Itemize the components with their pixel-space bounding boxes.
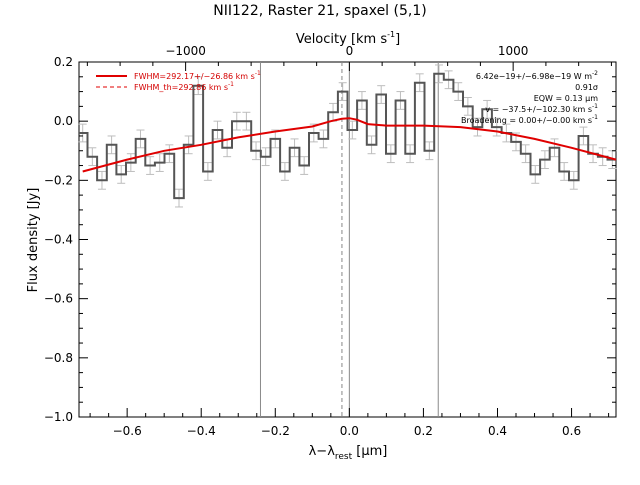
legend: FWHM=292.17+/−26.86 km s-1 FWHM_th=292.8… [96, 70, 261, 92]
y-tick-label: −0.2 [44, 173, 73, 187]
top-tick-label: 1000 [498, 44, 529, 58]
data-histogram [79, 72, 616, 200]
top-tick-label: 0 [346, 44, 354, 58]
annotation-broadening: Broadening = 0.00+/−0.00 km s-1 [461, 114, 598, 125]
chart-title: NII122, Raster 21, spaxel (5,1) [213, 3, 426, 19]
annotation-flux: 6.42e−19+/−6.98e−19 W m-2 [476, 70, 598, 81]
top-axis-label: Velocity [km s-1] [296, 30, 400, 47]
x-tick-label: 0.2 [414, 424, 433, 438]
x-tick-label: 0.6 [562, 424, 581, 438]
y-tick-label: 0.2 [54, 55, 73, 69]
x-axis-label: λ−λrest [μm] [309, 444, 388, 462]
y-axis-label: Flux density [Jy] [26, 188, 41, 293]
x-tick-label: 0.0 [340, 424, 359, 438]
x-tick-label: −0.2 [261, 424, 290, 438]
x-tick-label: 0.4 [488, 424, 507, 438]
y-tick-label: −0.8 [44, 351, 73, 365]
annotation-sigma: 0.91σ [575, 83, 598, 92]
annotation-velocity: v = −37.5+/−102.30 km s-1 [485, 103, 598, 114]
annotation-eqw: EQW = 0.13 μm [534, 94, 598, 103]
fit-line [82, 117, 617, 173]
fit-annotations: 6.42e−19+/−6.98e−19 W m-2 0.91σ EQW = 0.… [461, 70, 598, 125]
legend-theoretical-label: FWHM_th=292.86 km s-1 [134, 81, 234, 92]
top-tick-label: −1000 [165, 44, 206, 58]
x-tick-label: −0.6 [113, 424, 142, 438]
y-tick-label: −0.6 [44, 292, 73, 306]
legend-fit-label: FWHM=292.17+/−26.86 km s-1 [134, 70, 261, 81]
y-tick-label: 0.0 [54, 114, 73, 128]
y-tick-label: −1.0 [44, 410, 73, 424]
plot-area: −0.6 −0.4 −0.2 0.0 0.2 0.4 0.6 −1000 0 1000 −1.0… [44, 44, 617, 438]
y-tick-label: −0.4 [44, 233, 73, 247]
x-tick-label: −0.4 [187, 424, 216, 438]
